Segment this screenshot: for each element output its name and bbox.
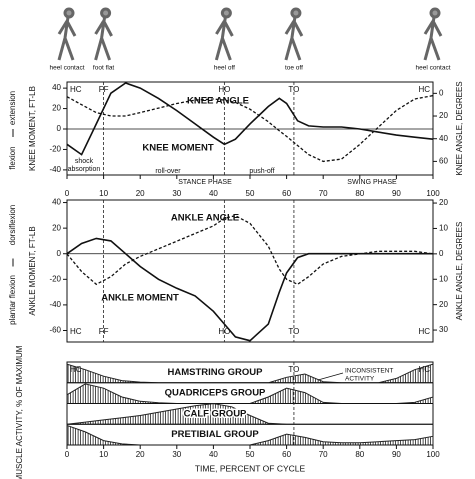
y2-axis-label: ANKLE ANGLE, DEGREES xyxy=(455,222,464,321)
y-tick-label: 40 xyxy=(52,83,61,92)
y-tick-label: -20 xyxy=(49,274,61,283)
x-axis-label: TIME, PERCENT OF CYCLE xyxy=(195,463,306,473)
annotation: INCONSISTENT xyxy=(345,368,393,375)
series-label: ANKLE ANGLE xyxy=(171,213,239,224)
series-line xyxy=(67,96,433,162)
event-label: HC xyxy=(418,365,430,374)
y-tick-label: -40 xyxy=(49,300,61,309)
y2-axis-label: KNEE ANGLE, DEGREES xyxy=(455,81,464,175)
annotation: push-off xyxy=(249,168,274,175)
y2-tick-label: 60 xyxy=(439,156,448,165)
x-tick-label: 100 xyxy=(426,189,440,198)
x-tick-label: 90 xyxy=(392,189,401,198)
gait-event-label: foot flat xyxy=(93,65,115,72)
x-tick-label: 90 xyxy=(392,450,401,459)
x-tick-label: 60 xyxy=(282,450,291,459)
y-tick-label: -60 xyxy=(49,326,61,335)
x-tick-label: 60 xyxy=(282,189,291,198)
walker-figure xyxy=(425,9,441,60)
gait-event-label: heel contact xyxy=(49,65,84,72)
y-tick-label: 20 xyxy=(52,104,61,113)
series-label: CALF GROUP xyxy=(184,408,247,419)
event-label: HC xyxy=(70,85,82,94)
series-label: HAMSTRING GROUP xyxy=(168,367,264,378)
x-tick-label: 20 xyxy=(136,189,145,198)
event-label: HC xyxy=(418,85,430,94)
x-tick-label: 70 xyxy=(319,189,328,198)
x-tick-label: 30 xyxy=(172,450,181,459)
x-tick-label: 50 xyxy=(246,189,255,198)
x-tick-label: 30 xyxy=(172,189,181,198)
plot-frame xyxy=(67,82,433,175)
series-label: KNEE ANGLE xyxy=(187,96,249,107)
side-label: flexion xyxy=(8,146,17,169)
y-tick-label: -20 xyxy=(49,145,61,154)
y2-tick-label: 40 xyxy=(439,134,448,143)
y2-tick-label: 20 xyxy=(439,111,448,120)
series-label: KNEE MOMENT xyxy=(142,143,213,154)
side-label: dorsiflexion xyxy=(8,205,17,245)
x-tick-label: 40 xyxy=(209,450,218,459)
gait-event-label: heel off xyxy=(214,65,235,72)
y2-tick-label: 20 xyxy=(439,198,448,207)
x-tick-label: 10 xyxy=(99,450,108,459)
x-tick-label: 40 xyxy=(209,189,218,198)
annotation: SWING PHASE xyxy=(347,179,397,186)
series-line xyxy=(67,83,433,155)
y-axis-label: ANKLE MOMENT, FT-LB xyxy=(28,226,37,315)
plot-frame xyxy=(67,200,433,342)
annotation: absorption xyxy=(68,166,101,173)
annotation: STANCE PHASE xyxy=(178,179,232,186)
walker-figure xyxy=(96,9,112,60)
annotation: roll-over xyxy=(155,168,181,175)
event-label: HC xyxy=(70,365,82,374)
x-tick-label: 100 xyxy=(426,450,440,459)
y-axis-label: KNEE MOMENT, FT-LB xyxy=(28,86,37,171)
y-tick-label: -40 xyxy=(49,165,61,174)
x-tick-label: 70 xyxy=(319,450,328,459)
x-tick-label: 0 xyxy=(65,189,70,198)
y2-tick-label: 30 xyxy=(439,325,448,334)
gait-event-label: toe off xyxy=(285,65,303,72)
y-tick-label: 0 xyxy=(57,249,62,258)
y2-tick-label: 10 xyxy=(439,224,448,233)
y2-tick-label: 20 xyxy=(439,300,448,309)
series-label: ANKLE MOMENT xyxy=(101,293,179,304)
x-tick-label: 80 xyxy=(355,189,364,198)
y-tick-label: 0 xyxy=(57,124,62,133)
x-tick-label: 20 xyxy=(136,450,145,459)
page: {"gait_figure": {"labels": ["heel contac… xyxy=(0,0,475,479)
y-tick-label: 20 xyxy=(52,223,61,232)
activity-area xyxy=(67,404,433,425)
event-label: HC xyxy=(418,327,430,336)
x-tick-label: 80 xyxy=(355,450,364,459)
y2-tick-label: 0 xyxy=(439,249,444,258)
x-tick-label: 50 xyxy=(246,450,255,459)
figure: heel contact foot flat heel off toe off heel… xyxy=(0,0,475,479)
walker-figure xyxy=(59,9,75,60)
annotation: shock xyxy=(75,158,94,165)
x-tick-label: 10 xyxy=(99,189,108,198)
y2-tick-label: 10 xyxy=(439,274,448,283)
annotation-pointer xyxy=(318,373,343,380)
side-label: plantar flexion xyxy=(8,275,17,325)
event-label: HC xyxy=(70,327,82,336)
gait-event-label: heel contact xyxy=(415,65,450,72)
y-axis-label: MUSCLE ACTIVITY, % OF MAXIMUM xyxy=(15,345,24,479)
annotation: ACTIVITY xyxy=(345,376,375,383)
y2-tick-label: 0 xyxy=(439,88,444,97)
series-label: QUADRICEPS GROUP xyxy=(165,388,266,399)
series-label: PRETIBIAL GROUP xyxy=(171,429,259,440)
y-tick-label: 40 xyxy=(52,198,61,207)
walker-figure xyxy=(216,9,232,60)
x-tick-label: 0 xyxy=(65,450,70,459)
side-label: extension xyxy=(8,91,17,125)
walker-figure xyxy=(286,9,302,60)
